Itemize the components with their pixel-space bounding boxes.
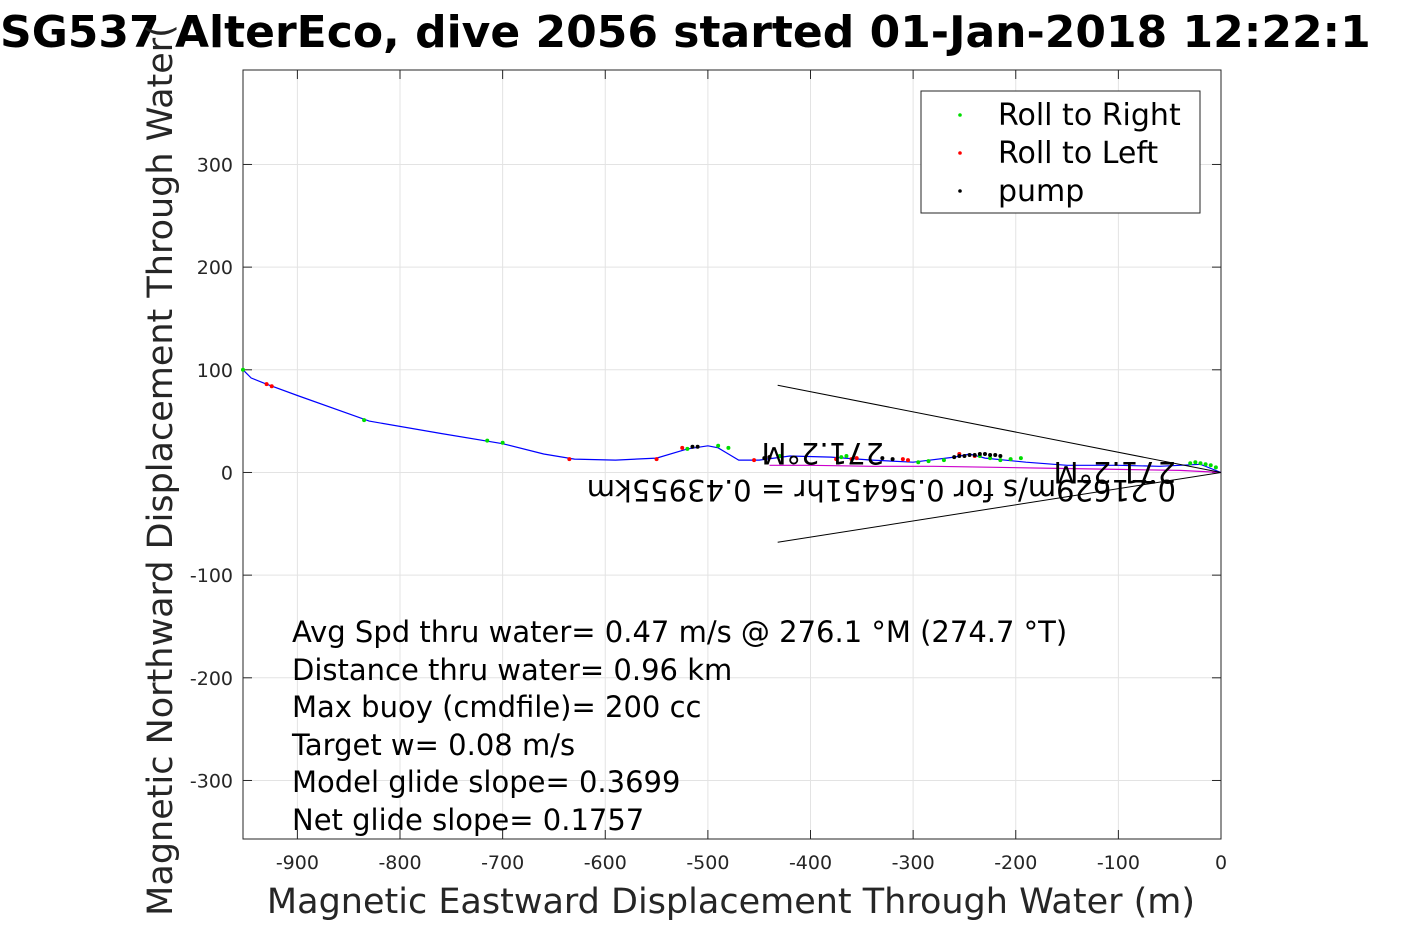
x-tick-label: -500: [686, 852, 729, 874]
stat-net-glide: Net glide slope= 0.1757: [292, 803, 644, 837]
stat-max-buoy: Max buoy (cmdfile)= 200 cc: [292, 690, 701, 724]
marker-roll-right: [1188, 461, 1193, 466]
marker-roll-right: [1193, 460, 1198, 465]
marker-pump: [982, 451, 987, 456]
stat-model-glide: Model glide slope= 0.3699: [292, 765, 680, 799]
chart-title: SG537 AlterEco, dive 2056 started 01-Jan…: [0, 7, 1371, 58]
y-tick-label: 200: [197, 257, 233, 279]
grid: [243, 70, 1222, 839]
marker-roll-left: [900, 457, 905, 462]
marker-roll-left: [654, 457, 659, 462]
legend-marker-roll-left: [958, 151, 962, 155]
marker-pump: [890, 457, 895, 462]
wedge-line-2: [777, 471, 1222, 543]
marker-roll-right: [362, 418, 367, 423]
marker-roll-right: [500, 440, 505, 445]
y-tick-label: -100: [190, 565, 233, 587]
marker-roll-right: [1018, 456, 1023, 461]
axis-ticks: -900 -800 -700 -600 -500 -400 -300 -200 -100 0 -30…: [190, 70, 1227, 874]
wedge-line-1: [777, 384, 1222, 473]
flipped-heading-left: 271.2°M: [761, 436, 884, 470]
marker-pump: [690, 444, 695, 449]
marker-pump: [977, 451, 982, 456]
x-tick-label: -200: [994, 852, 1037, 874]
flipped-heading-right: 271.2°M: [1053, 455, 1176, 489]
marker-roll-left: [905, 458, 910, 463]
x-axis-label: Magnetic Eastward Displacement Through W…: [267, 882, 1195, 922]
marker-roll-left: [849, 457, 854, 462]
marker-roll-left: [567, 457, 572, 462]
x-tick-label: -300: [892, 852, 935, 874]
stats-block: Avg Spd thru water= 0.47 m/s @ 276.1 °M …: [291, 615, 1067, 837]
y-tick-label: 0: [221, 462, 233, 484]
marker-roll-right: [726, 445, 731, 450]
marker-roll-right: [998, 458, 1003, 463]
marker-roll-right: [241, 367, 245, 372]
marker-roll-left: [264, 382, 269, 387]
marker-roll-right: [1203, 462, 1208, 467]
flipped-speed-annotation: 0.21629m/s for 0.56451hr = 0.43955km: [587, 473, 1176, 507]
marker-roll-right: [988, 456, 993, 461]
legend-label-pump: pump: [998, 174, 1084, 209]
marker-roll-right: [777, 454, 782, 459]
legend-label-roll-right: Roll to Right: [998, 98, 1181, 133]
legend-box: [920, 90, 1201, 214]
stat-distance: Distance thru water= 0.96 km: [292, 653, 732, 687]
marker-pump: [962, 454, 967, 459]
legend: Roll to Right Roll to Left pump: [920, 90, 1201, 214]
x-tick-label: -800: [378, 852, 421, 874]
marker-pump: [993, 453, 998, 458]
marker-pump: [998, 454, 1003, 459]
heading-wedge: [777, 384, 1222, 543]
x-tick-label: -400: [789, 852, 832, 874]
marker-roll-right: [485, 438, 490, 443]
marker-roll-right: [839, 455, 844, 460]
y-tick-label: -300: [190, 770, 233, 792]
markers-group: [241, 367, 1218, 470]
marker-pump: [952, 455, 957, 460]
marker-pump: [762, 456, 767, 461]
marker-roll-left: [854, 456, 859, 461]
marker-roll-right: [1198, 461, 1203, 466]
marker-roll-left: [834, 457, 839, 462]
marker-roll-right: [941, 458, 946, 463]
marker-roll-right: [685, 446, 690, 451]
y-tick-label: 100: [197, 360, 233, 382]
series-group: [242, 369, 1222, 474]
marker-roll-right: [716, 443, 721, 448]
marker-roll-right: [916, 460, 921, 465]
marker-pump: [957, 454, 962, 459]
y-tick-label: -200: [190, 668, 233, 690]
x-tick-label: -900: [276, 852, 319, 874]
stat-avg-speed: Avg Spd thru water= 0.47 m/s @ 276.1 °M …: [292, 615, 1067, 649]
marker-pump: [967, 453, 972, 458]
x-tick-label: -700: [481, 852, 524, 874]
marker-roll-left: [752, 458, 757, 463]
marker-pump: [767, 455, 772, 460]
y-tick-label: 300: [197, 154, 233, 176]
marker-roll-right: [926, 459, 931, 464]
marker-pump: [695, 444, 700, 449]
legend-label-roll-left: Roll to Left: [998, 136, 1158, 171]
marker-roll-right: [1008, 457, 1013, 462]
legend-marker-roll-right: [958, 113, 962, 117]
marker-pump: [880, 456, 885, 461]
marker-roll-right: [1213, 465, 1218, 470]
series-line-1: [242, 369, 1222, 474]
marker-roll-right: [844, 454, 849, 459]
series-line-2: [769, 464, 1222, 474]
legend-marker-pump: [958, 189, 962, 193]
x-tick-label: 0: [1215, 852, 1227, 874]
x-tick-label: -100: [1097, 852, 1140, 874]
y-axis-label: Magnetic Northward Displacement Through …: [141, 24, 181, 916]
marker-pump: [988, 453, 993, 458]
marker-roll-right: [1208, 463, 1213, 468]
marker-pump: [972, 453, 977, 458]
marker-roll-left: [680, 445, 685, 450]
stat-target-w: Target w= 0.08 m/s: [291, 728, 575, 762]
marker-roll-left: [269, 384, 274, 389]
plot-area: [242, 69, 1222, 840]
x-tick-label: -600: [584, 852, 627, 874]
